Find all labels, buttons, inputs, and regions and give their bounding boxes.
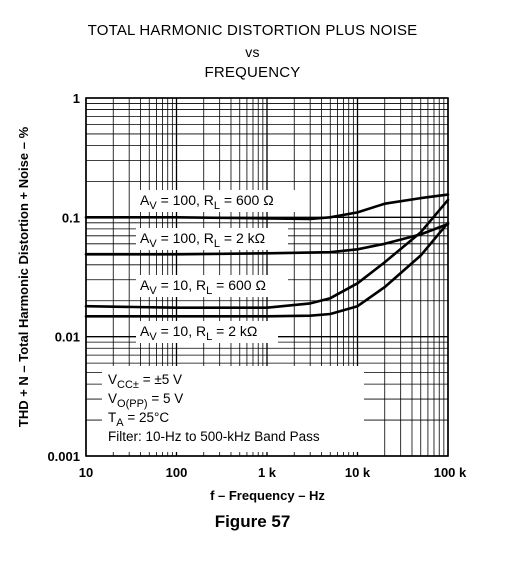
x-tick-label: 10 k: [345, 465, 371, 480]
condition-line-2: VO(PP) = 5 V: [108, 391, 183, 410]
chart-title-line-1: TOTAL HARMONIC DISTORTION PLUS NOISE: [87, 22, 418, 39]
series-label-4: AV = 10, RL = 2 kΩ: [140, 323, 257, 343]
series-label-bg: [136, 190, 300, 212]
x-tick-label: 10: [79, 465, 93, 480]
x-tick-label: 100 k: [434, 465, 467, 480]
series-label-bg: [136, 228, 288, 250]
series-label-bg: [136, 321, 278, 343]
plot-frame: [85, 97, 449, 457]
y-tick-label: 0.001: [47, 449, 80, 464]
chart-title-line-3: FREQUENCY: [204, 64, 301, 81]
y-tick-label: 1: [73, 91, 80, 106]
series-label-2: AV = 100, RL = 2 kΩ: [140, 230, 265, 250]
series-label-1: AV = 100, RL = 600 Ω: [140, 192, 274, 212]
series-line-3: [84, 198, 450, 310]
condition-line-4: Filter: 10-Hz to 500-kHz Band Pass: [108, 429, 320, 444]
y-tick-label: 0.1: [62, 210, 80, 225]
x-tick-label: 100: [166, 465, 188, 480]
series-label-bg: [136, 275, 288, 297]
y-tick-label: 0.01: [55, 330, 80, 345]
figure-caption: Figure 57: [214, 512, 291, 531]
conditions-box: [102, 366, 364, 452]
x-tick-label: 1 k: [258, 465, 277, 480]
series-line-1: [84, 193, 450, 221]
y-axis-label: THD + N – Total Harmonic Distortion + No…: [16, 126, 31, 427]
condition-line-3: TA = 25°C: [108, 410, 169, 429]
chart-title-line-2: vs: [245, 44, 260, 60]
series-line-4: [84, 221, 450, 318]
condition-line-1: VCC± = ±5 V: [108, 372, 182, 391]
series-label-3: AV = 10, RL = 600 Ω: [140, 277, 266, 297]
x-axis-label: f – Frequency – Hz: [210, 488, 325, 503]
